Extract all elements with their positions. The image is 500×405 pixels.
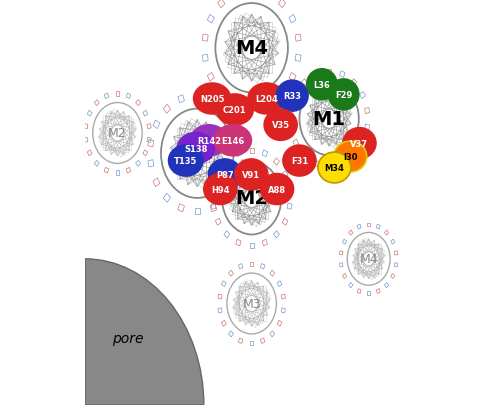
Text: I30: I30	[343, 153, 357, 162]
Text: R142: R142	[197, 136, 221, 145]
Circle shape	[348, 233, 390, 286]
Text: M3: M3	[181, 145, 214, 163]
Text: E146: E146	[221, 136, 244, 145]
Circle shape	[222, 162, 282, 235]
Ellipse shape	[264, 110, 297, 141]
Text: S138: S138	[184, 144, 208, 153]
Wedge shape	[85, 259, 204, 405]
Text: N205: N205	[200, 95, 224, 104]
Ellipse shape	[214, 126, 252, 156]
Text: C201: C201	[223, 106, 246, 115]
Text: L204: L204	[255, 95, 278, 104]
Ellipse shape	[178, 133, 214, 164]
Text: V37: V37	[350, 139, 368, 148]
Ellipse shape	[235, 160, 268, 190]
Circle shape	[227, 273, 276, 334]
Text: M1: M1	[312, 110, 346, 129]
Ellipse shape	[208, 160, 242, 190]
Text: V35: V35	[272, 121, 289, 130]
Ellipse shape	[306, 70, 337, 100]
Text: V91: V91	[242, 171, 260, 179]
Circle shape	[92, 103, 142, 164]
Text: P87: P87	[216, 171, 234, 179]
Circle shape	[216, 4, 288, 93]
Ellipse shape	[260, 174, 294, 205]
Text: F31: F31	[291, 157, 308, 166]
Text: M2: M2	[235, 189, 268, 208]
Circle shape	[300, 83, 359, 156]
Text: M4: M4	[235, 39, 268, 58]
Text: H94: H94	[211, 185, 230, 194]
Circle shape	[161, 109, 234, 198]
Text: R33: R33	[283, 92, 301, 101]
Ellipse shape	[216, 95, 254, 126]
Ellipse shape	[190, 126, 228, 156]
Text: A88: A88	[268, 185, 286, 194]
Ellipse shape	[334, 142, 366, 173]
Ellipse shape	[343, 128, 376, 159]
Text: pore: pore	[112, 331, 144, 345]
Ellipse shape	[248, 84, 285, 115]
Text: M4: M4	[360, 253, 378, 266]
Text: M2: M2	[108, 127, 127, 140]
Text: M34: M34	[324, 164, 344, 173]
Text: M3: M3	[242, 297, 261, 310]
Text: T135: T135	[174, 157, 198, 166]
Ellipse shape	[328, 80, 359, 111]
Text: F29: F29	[335, 91, 352, 100]
Ellipse shape	[276, 81, 308, 112]
Ellipse shape	[194, 84, 230, 115]
Ellipse shape	[283, 146, 316, 177]
Text: L36: L36	[314, 81, 330, 90]
Ellipse shape	[318, 153, 351, 183]
Ellipse shape	[204, 174, 237, 205]
Ellipse shape	[168, 146, 203, 177]
